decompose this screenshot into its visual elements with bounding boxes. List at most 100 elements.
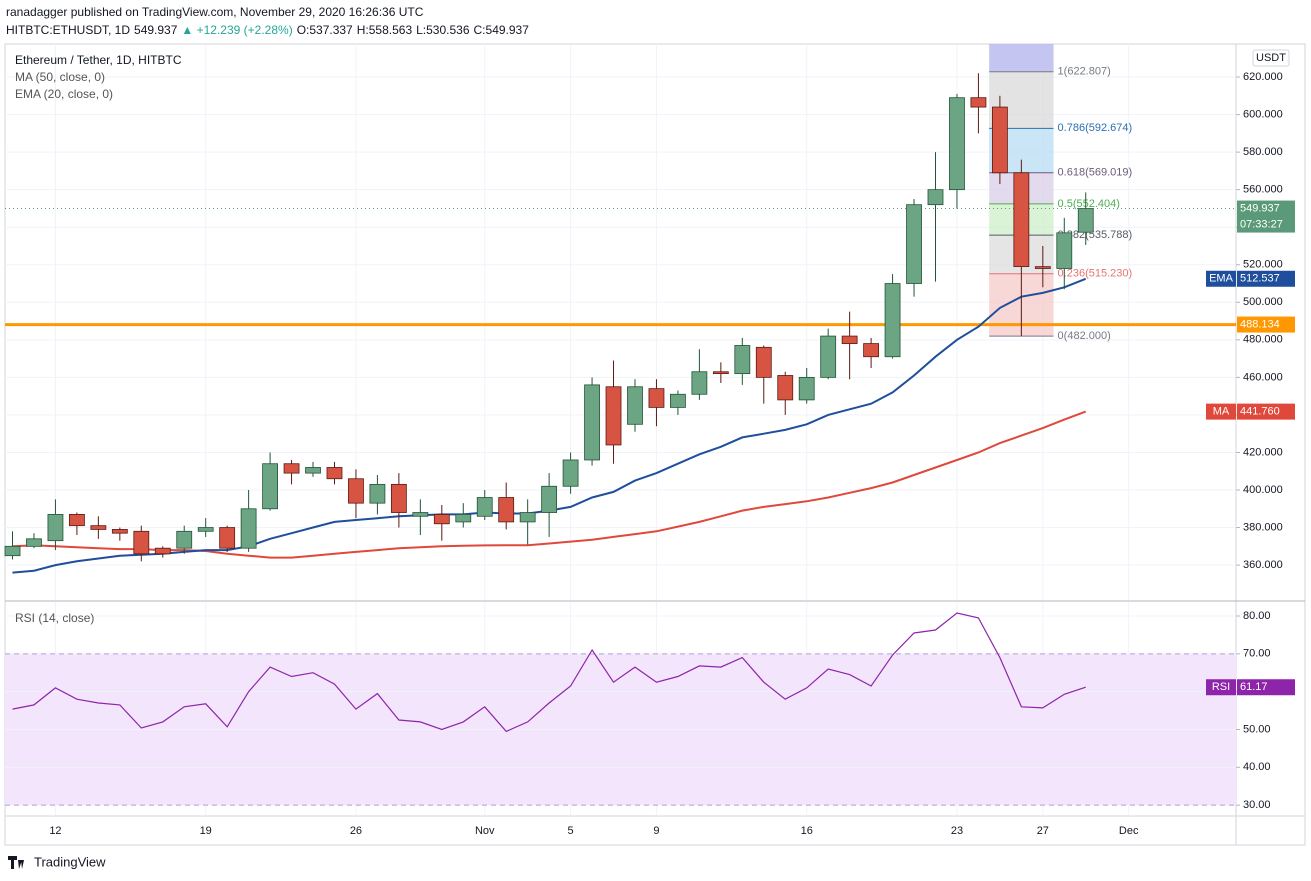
y-tick-label: 380.000 xyxy=(1243,521,1283,533)
candle-body xyxy=(390,483,407,513)
candle-body xyxy=(712,371,729,375)
rsi-line xyxy=(12,612,1086,733)
y-tick-label: 400.000 xyxy=(1243,484,1283,496)
y-tick-label: 40.00 xyxy=(1243,761,1271,773)
candle-body xyxy=(584,384,600,461)
y-tick-label: 560.000 xyxy=(1243,184,1283,196)
price-tag-label: 61.17 xyxy=(1240,681,1268,693)
candle-body xyxy=(369,483,386,504)
candle-body xyxy=(691,371,708,395)
chart-title: Ethereum / Tether, 1D, HITBTC xyxy=(15,53,182,67)
x-tick-label: 9 xyxy=(653,825,659,837)
candle-body xyxy=(240,508,257,549)
candle-body xyxy=(1077,208,1094,233)
candle-body xyxy=(283,463,300,474)
candle-body xyxy=(820,335,837,378)
fib-label: 0.618(569.019) xyxy=(1058,167,1133,179)
candle-body xyxy=(69,514,85,527)
candle-body xyxy=(90,525,107,530)
candle-body xyxy=(348,478,364,504)
currency: USDT xyxy=(1256,52,1286,64)
candle-body xyxy=(1034,266,1051,269)
legend-entry: EMA (20, close, 0) xyxy=(15,87,113,101)
y-tick-label: 50.00 xyxy=(1243,723,1271,735)
header-item: ▲ +12.239 (+2.28%) xyxy=(181,23,293,37)
rsi-title: RSI (14, close) xyxy=(15,611,94,625)
y-tick-label: 80.00 xyxy=(1243,610,1271,622)
brand: TradingView xyxy=(34,854,106,869)
header-item: HITBTC:ETHUSDT, 1D xyxy=(6,23,131,37)
fib-label: 0.786(592.674) xyxy=(1058,122,1133,134)
price-tag xyxy=(1237,316,1295,333)
price-tag xyxy=(1237,200,1295,233)
fib-label: 0.382(535.788) xyxy=(1058,229,1133,241)
candle-body xyxy=(412,512,429,517)
y-tick-label: 360.000 xyxy=(1243,559,1283,571)
fib-label: 0.5(552.404) xyxy=(1058,198,1120,210)
y-tick-label: 480.000 xyxy=(1243,334,1283,346)
candle-body xyxy=(927,189,944,206)
candle-body xyxy=(455,514,472,523)
tag-name: RSI xyxy=(1212,681,1230,693)
candle-body xyxy=(111,529,128,534)
header-item: H:558.563 xyxy=(356,23,413,37)
candle-body xyxy=(262,463,278,510)
x-tick-label: 12 xyxy=(49,825,61,837)
countdown: 07:33:27 xyxy=(1240,218,1283,230)
candle-body xyxy=(26,538,42,547)
y-tick-label: 30.00 xyxy=(1243,799,1271,811)
publisher: ranadagger published on TradingView.com,… xyxy=(6,5,424,19)
header-item: 549.937 xyxy=(134,23,178,37)
y-tick-label: 620.000 xyxy=(1243,71,1283,83)
tag-name: MA xyxy=(1213,406,1230,418)
candle-body xyxy=(476,497,493,517)
header-item: L:530.536 xyxy=(416,23,470,37)
fib-label: 0.236(515.230) xyxy=(1058,268,1133,280)
price-tag-label: 512.537 xyxy=(1240,273,1280,285)
candle-body xyxy=(991,106,1008,174)
y-tick-label: 70.00 xyxy=(1243,648,1271,660)
candle-body xyxy=(154,547,171,555)
candle-body xyxy=(305,467,321,474)
candle-body xyxy=(197,527,214,532)
y-tick-label: 420.000 xyxy=(1243,446,1283,458)
fib-top-zone xyxy=(989,44,1054,72)
y-tick-label: 580.000 xyxy=(1243,146,1283,158)
x-tick-label: Nov xyxy=(475,825,495,837)
plot: 12 19 26 Nov 5 9 16 23 27 Dec 360.000 380.000 400.00… xyxy=(4,44,1295,837)
fib-label: 0(482.000) xyxy=(1058,330,1111,342)
legend-entry: MA (50, close, 0) xyxy=(15,70,105,84)
candle-body xyxy=(755,346,772,378)
x-tick-label: 5 xyxy=(568,825,574,837)
x-tick-label: 27 xyxy=(1037,825,1049,837)
y-tick-label: 600.000 xyxy=(1243,108,1283,120)
candle-body xyxy=(970,97,987,108)
candle-body xyxy=(605,386,622,446)
price-tag xyxy=(1237,403,1295,420)
candle-body xyxy=(498,497,515,523)
price-tag xyxy=(1237,679,1295,696)
candle-body xyxy=(777,375,794,401)
candle-body xyxy=(1013,172,1030,268)
candle-body xyxy=(1056,232,1073,269)
candle-body xyxy=(4,545,21,557)
candle-body xyxy=(884,283,901,358)
candle-body xyxy=(949,97,965,191)
y-tick-label: 460.000 xyxy=(1243,371,1283,383)
price-tag xyxy=(1237,270,1295,287)
candle-body xyxy=(798,376,815,401)
candle-body xyxy=(562,459,579,487)
candle-body xyxy=(648,388,665,408)
chart-frame xyxy=(4,43,1306,846)
tag-box xyxy=(1206,679,1236,696)
candle-body xyxy=(841,335,858,344)
candle-body xyxy=(670,393,686,408)
y-tick-label: 500.000 xyxy=(1243,296,1283,308)
x-tick-label: Dec xyxy=(1119,825,1139,837)
x-tick-label: 19 xyxy=(200,825,212,837)
header-item: O:537.337 xyxy=(296,23,353,37)
header-item: C:549.937 xyxy=(473,23,529,37)
symbol-line: HITBTC:ETHUSDT, 1D 549.937 ▲ +12.239 (+2.2… xyxy=(6,23,533,37)
